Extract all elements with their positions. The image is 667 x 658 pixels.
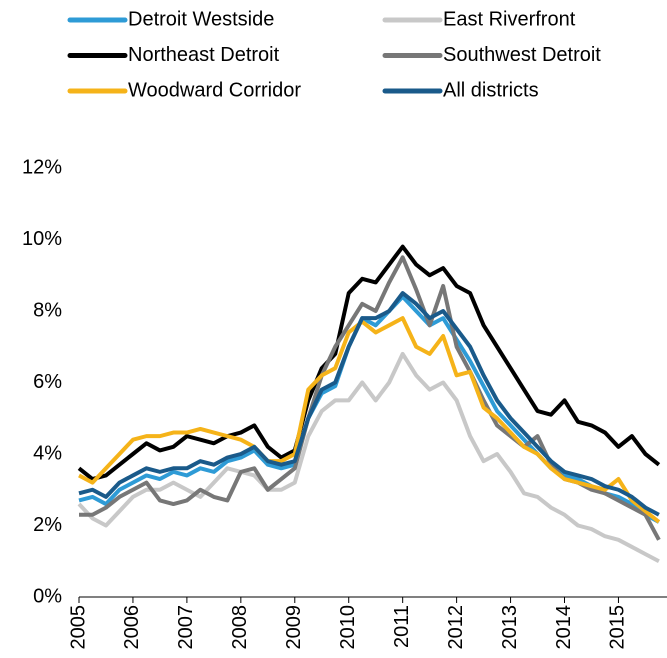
series-line xyxy=(79,255,661,541)
x-tick-label: 2015 xyxy=(607,605,629,650)
y-tick-label: 12% xyxy=(22,156,62,178)
x-tick-label: 2014 xyxy=(553,605,575,650)
y-tick-label: 8% xyxy=(33,299,62,321)
y-tick-label: 4% xyxy=(33,442,62,464)
legend-label: Detroit Westside xyxy=(128,8,274,30)
legend-label: Woodward Corridor xyxy=(128,79,301,101)
series-line xyxy=(77,244,661,482)
series-line xyxy=(78,316,661,524)
legend-label: Northeast Detroit xyxy=(128,44,280,66)
x-tick-label: 2013 xyxy=(499,605,521,650)
x-tick-label: 2005 xyxy=(67,605,89,650)
y-tick-label: 6% xyxy=(33,371,62,393)
x-tick-label: 2008 xyxy=(229,605,251,650)
legend-label: All districts xyxy=(443,79,539,101)
series-line xyxy=(77,351,660,564)
legend-label: East Riverfront xyxy=(443,8,576,30)
x-tick-label: 2009 xyxy=(283,605,305,650)
legend-label: Southwest Detroit xyxy=(443,44,601,66)
y-tick-label: 10% xyxy=(22,228,62,250)
series-line xyxy=(78,291,660,517)
x-tick-label: 2007 xyxy=(175,605,197,650)
y-tick-label: 0% xyxy=(33,585,62,607)
y-tick-label: 2% xyxy=(33,514,62,536)
x-tick-label: 2012 xyxy=(445,605,467,650)
x-tick-label: 2011 xyxy=(391,605,413,648)
x-tick-label: 2010 xyxy=(337,605,359,650)
x-tick-label: 2006 xyxy=(121,605,143,650)
